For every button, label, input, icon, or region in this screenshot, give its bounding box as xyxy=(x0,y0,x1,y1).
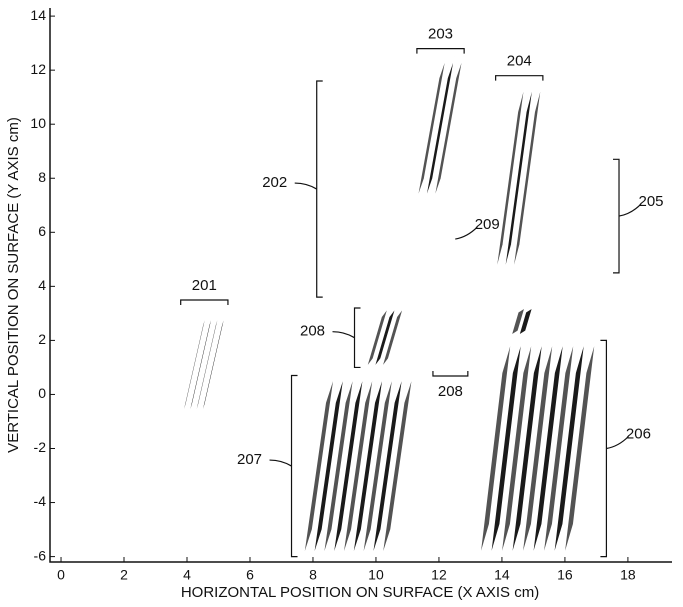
x-tick-label: 2 xyxy=(120,567,128,583)
stripe xyxy=(416,56,447,201)
stripe xyxy=(510,306,526,337)
x-tick-label: 16 xyxy=(557,567,573,583)
stripe xyxy=(366,307,389,368)
annotation: 207 xyxy=(237,451,262,468)
stripe xyxy=(521,340,554,557)
y-tick-label: 10 xyxy=(30,115,46,131)
leader xyxy=(618,203,642,217)
bracket xyxy=(416,48,465,54)
stripe xyxy=(424,56,456,201)
leader xyxy=(332,331,355,339)
y-tick-label: 0 xyxy=(38,385,46,401)
x-tick-label: 6 xyxy=(246,567,254,583)
annotation: 209 xyxy=(475,216,500,233)
x-tick-label: 10 xyxy=(368,567,384,583)
stripe xyxy=(570,159,598,273)
x-tick-label: 8 xyxy=(309,567,317,583)
stripe xyxy=(371,375,404,557)
stripe xyxy=(303,375,335,557)
y-tick-label: 4 xyxy=(38,277,46,293)
bracket xyxy=(600,339,608,558)
bracket xyxy=(316,80,323,298)
stripe xyxy=(433,56,464,201)
annotation: 201 xyxy=(192,277,217,294)
y-tick-label: 6 xyxy=(38,223,46,239)
stripe xyxy=(441,313,458,363)
stripe xyxy=(342,375,375,557)
stripe xyxy=(581,159,609,273)
y-tick-label: -6 xyxy=(34,547,47,563)
x-tick-label: 12 xyxy=(431,567,447,583)
stripe xyxy=(381,375,414,557)
stripe xyxy=(531,340,565,557)
leader xyxy=(455,226,478,240)
stripe xyxy=(199,307,228,422)
stripe xyxy=(511,83,543,273)
stripe xyxy=(510,340,544,557)
x-tick-label: 0 xyxy=(57,567,65,583)
bracket xyxy=(290,374,298,558)
y-tick-label: -2 xyxy=(34,439,47,455)
stripe xyxy=(192,307,222,422)
bracket xyxy=(180,299,229,305)
stripe xyxy=(518,306,534,337)
bracket xyxy=(353,307,361,369)
annotation: 205 xyxy=(638,193,663,210)
stripe xyxy=(361,375,394,557)
annotation: 206 xyxy=(626,425,651,442)
stripe xyxy=(322,375,355,557)
stripe xyxy=(338,80,367,298)
stripe xyxy=(432,218,445,260)
stripe xyxy=(552,340,586,557)
bracket xyxy=(495,75,544,81)
bracket xyxy=(432,371,469,377)
annotation: 208 xyxy=(300,323,325,340)
stripe xyxy=(333,80,361,298)
stripe xyxy=(503,83,534,273)
x-tick-label: 18 xyxy=(620,567,636,583)
y-tick-label: -4 xyxy=(34,493,47,509)
stripe xyxy=(495,83,526,273)
stripe xyxy=(381,307,404,368)
stripe xyxy=(312,375,345,557)
y-axis-label: VERTICAL POSITION ON SURFACE (Y AXIS cm) xyxy=(5,117,22,453)
leader xyxy=(606,436,629,450)
stripe xyxy=(563,340,596,557)
annotation: 204 xyxy=(507,53,532,70)
annotation: 203 xyxy=(428,26,453,43)
stripe xyxy=(373,307,397,368)
annotation: 202 xyxy=(262,174,287,191)
stripe xyxy=(180,307,209,422)
x-tick-label: 4 xyxy=(183,567,191,583)
leader xyxy=(294,182,318,190)
y-tick-label: 8 xyxy=(38,169,46,185)
x-tick-label: 14 xyxy=(494,567,510,583)
stripe xyxy=(500,340,533,557)
stripe xyxy=(332,375,365,557)
bracket xyxy=(613,158,620,274)
y-tick-label: 2 xyxy=(38,331,46,347)
stripe xyxy=(575,159,604,273)
y-tick-label: 14 xyxy=(30,7,46,23)
stripe xyxy=(186,307,215,422)
x-axis-label: HORIZONTAL POSITION ON SURFACE (X AXIS c… xyxy=(181,584,539,601)
stripe xyxy=(438,313,454,363)
stripe xyxy=(542,340,575,557)
leader xyxy=(269,459,292,467)
stripe xyxy=(328,80,356,298)
stripe xyxy=(479,340,512,557)
stripe xyxy=(352,375,384,557)
axes xyxy=(49,8,672,563)
stripe xyxy=(489,340,523,557)
annotation: 208 xyxy=(438,383,463,400)
y-tick-label: 12 xyxy=(30,61,46,77)
